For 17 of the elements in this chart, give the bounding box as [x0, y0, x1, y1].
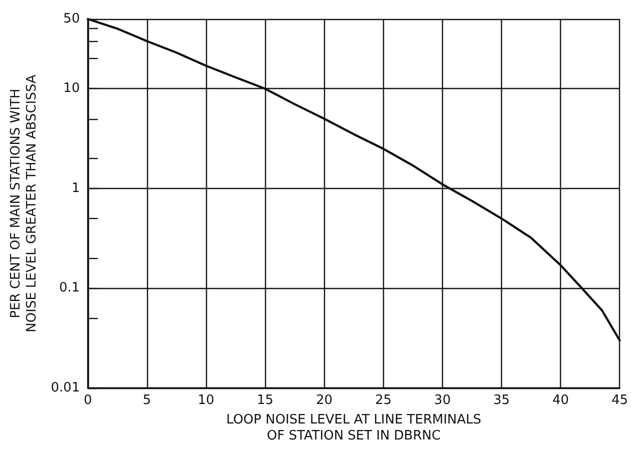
- x-axis-title: LOOP NOISE LEVEL AT LINE TERMINALS OF STATION SET IN DBRNC: [226, 412, 482, 444]
- y-tick-label: 0.01: [50, 380, 80, 396]
- x-tick-label: 40: [552, 393, 569, 408]
- x-tick-label: 10: [198, 393, 214, 408]
- x-tick-label: 30: [434, 393, 451, 408]
- x-tick-label: 15: [256, 393, 274, 408]
- y-axis-title: PER CENT OF MAIN STATIONS WITH NOISE LEVEL GREATER THAN ABSCISSA: [8, 74, 40, 332]
- y-tick-label: 1: [72, 180, 80, 196]
- x-tick-label: 35: [493, 393, 510, 408]
- x-tick-label: 0: [84, 393, 92, 408]
- x-tick-label: 20: [316, 393, 333, 408]
- y-tick-label: 10: [63, 81, 80, 96]
- x-tick-label: 45: [611, 393, 628, 408]
- x-tick-label: 5: [142, 393, 152, 408]
- y-tick-label: 50: [63, 12, 80, 26]
- y-tick-label: 0.1: [59, 280, 80, 296]
- x-tick-label: 25: [375, 393, 392, 408]
